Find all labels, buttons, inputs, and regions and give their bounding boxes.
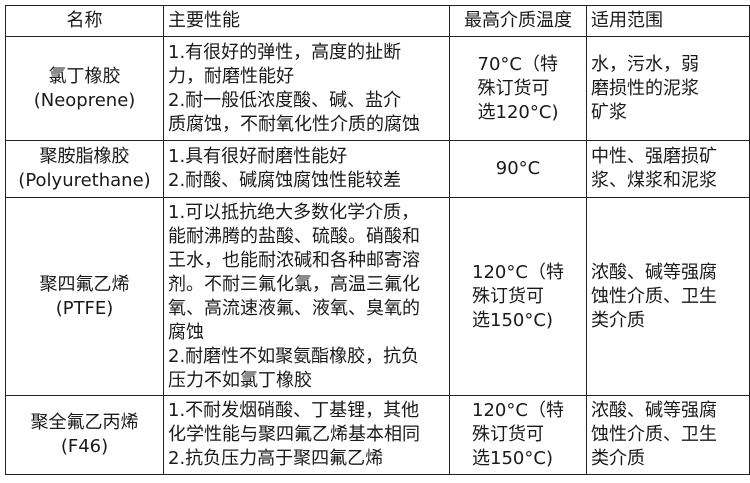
cell-performance: 1.不耐发烟硝酸、丁基锂，其他 化学性能与聚四氟乙烯基本相同 2.抗负压力高于聚… xyxy=(163,395,450,475)
max-temp-text: 90°C xyxy=(495,158,541,179)
header-name: 名称 xyxy=(5,5,164,37)
max-temp-text: 120°C（特 殊订货可 选150°C) xyxy=(472,261,564,331)
table-row: 氯丁橡胶 (Neoprene) 1.有很好的弹性，高度的扯断 力，耐磨性能好 2… xyxy=(5,36,750,141)
cell-name: 氯丁橡胶 (Neoprene) xyxy=(5,36,164,141)
cell-name: 聚胺脂橡胶 (Polyurethane) xyxy=(5,140,164,198)
cell-max-temp: 70°C（特 殊订货可 选120°C) xyxy=(449,36,587,141)
material-comparison-table: 名称 主要性能 最高介质温度 适用范围 氯丁橡胶 (Neoprene) 1.有很… xyxy=(5,5,750,475)
table-row: 聚全氟乙丙烯 (F46) 1.不耐发烟硝酸、丁基锂，其他 化学性能与聚四氟乙烯基… xyxy=(5,395,750,475)
cell-application: 浓酸、碱等强腐 蚀性介质、卫生 类介质 xyxy=(586,395,750,475)
header-performance: 主要性能 xyxy=(163,5,450,37)
cell-application: 中性、强磨损矿 浆、煤浆和泥浆 xyxy=(586,140,750,198)
header-row: 名称 主要性能 最高介质温度 适用范围 xyxy=(5,5,750,37)
table-row: 聚胺脂橡胶 (Polyurethane) 1.具有很好耐磨性能好 2.耐酸、碱腐… xyxy=(5,140,750,198)
cell-max-temp: 120°C（特 殊订货可 选150°C) xyxy=(449,197,587,396)
max-temp-text: 70°C（特 殊订货可 选120°C) xyxy=(477,53,559,123)
cell-performance: 1.具有很好耐磨性能好 2.耐酸、碱腐蚀腐蚀性能较差 xyxy=(163,140,450,198)
max-temp-text: 120°C（特 殊订货可 选150°C) xyxy=(472,400,564,469)
header-max-temp: 最高介质温度 xyxy=(449,5,587,37)
cell-application: 浓酸、碱等强腐 蚀性介质、卫生 类介质 xyxy=(586,197,750,396)
cell-performance: 1.可以抵抗绝大多数化学介质， 能耐沸腾的盐酸、硫酸。硝酸和 王水，也能耐浓碱和… xyxy=(163,197,450,396)
header-application: 适用范围 xyxy=(586,5,750,37)
table-row: 聚四氟乙烯 (PTFE) 1.可以抵抗绝大多数化学介质， 能耐沸腾的盐酸、硫酸。… xyxy=(5,197,750,396)
cell-application: 水，污水，弱 磨损性的泥浆 矿浆 xyxy=(586,36,750,141)
cell-max-temp: 120°C（特 殊订货可 选150°C) xyxy=(449,395,587,475)
cell-max-temp: 90°C xyxy=(449,140,587,198)
cell-performance: 1.有很好的弹性，高度的扯断 力，耐磨性能好 2.耐一般低浓度酸、碱、盐介 质腐… xyxy=(163,36,450,141)
cell-name: 聚四氟乙烯 (PTFE) xyxy=(5,197,164,396)
cell-name: 聚全氟乙丙烯 (F46) xyxy=(5,395,164,475)
